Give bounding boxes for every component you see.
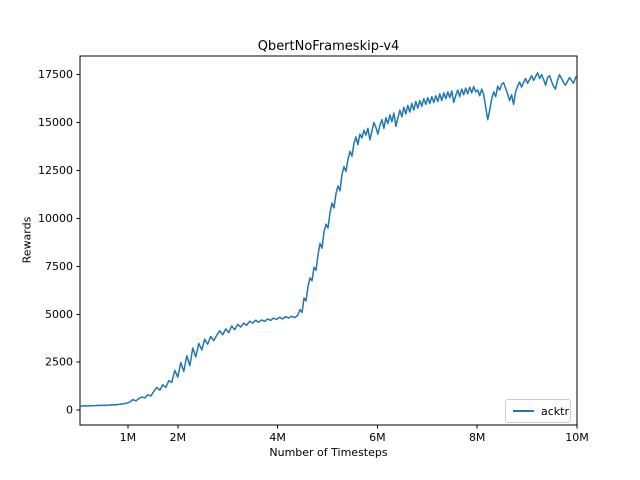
x-axis-label: Number of Timesteps (269, 446, 388, 459)
x-tick-label: 8M (469, 431, 486, 444)
y-tick-label: 10000 (38, 212, 73, 225)
legend-box: acktr (505, 399, 571, 423)
y-axis-label: Rewards (20, 216, 34, 264)
y-tick-label: 2500 (45, 356, 73, 369)
y-tick-label: 0 (66, 404, 73, 417)
x-tick-label: 6M (369, 431, 386, 444)
x-tick-label: 10M (565, 431, 589, 444)
series-line-acktr (79, 72, 577, 407)
y-tick-label: 12500 (38, 164, 73, 177)
y-tick-label: 15000 (38, 116, 73, 129)
chart-title: QbertNoFrameskip-v4 (257, 39, 400, 54)
x-tick-label: 2M (170, 431, 187, 444)
y-tick-label: 5000 (45, 308, 73, 321)
y-tick-label: 17500 (38, 68, 73, 81)
y-tick-label: 7500 (45, 260, 73, 273)
legend-line-sample-icon (513, 410, 534, 412)
x-tick-label: 4M (269, 431, 286, 444)
axes-frame (79, 55, 578, 426)
x-tick-label: 1M (120, 431, 137, 444)
legend-entry-label: acktr (541, 404, 569, 418)
